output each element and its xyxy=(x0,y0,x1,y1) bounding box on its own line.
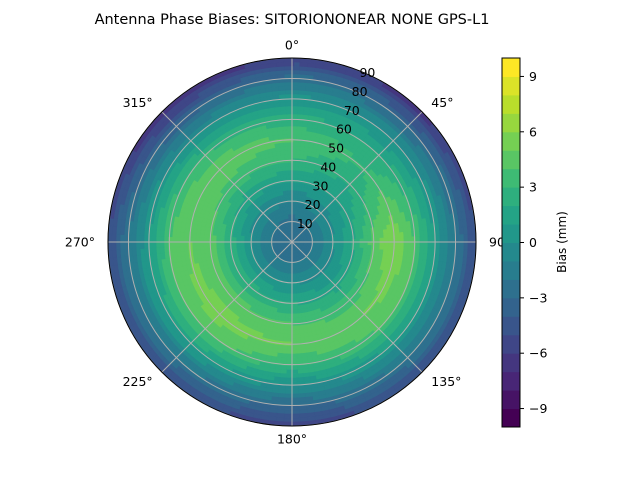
chart-title: Antenna Phase Biases: SITORIONONEAR NONE… xyxy=(95,12,490,28)
contour-fill xyxy=(108,58,476,426)
polar-plot: 0°45°90°135°180°225°270°315° 10203040506… xyxy=(65,38,511,447)
